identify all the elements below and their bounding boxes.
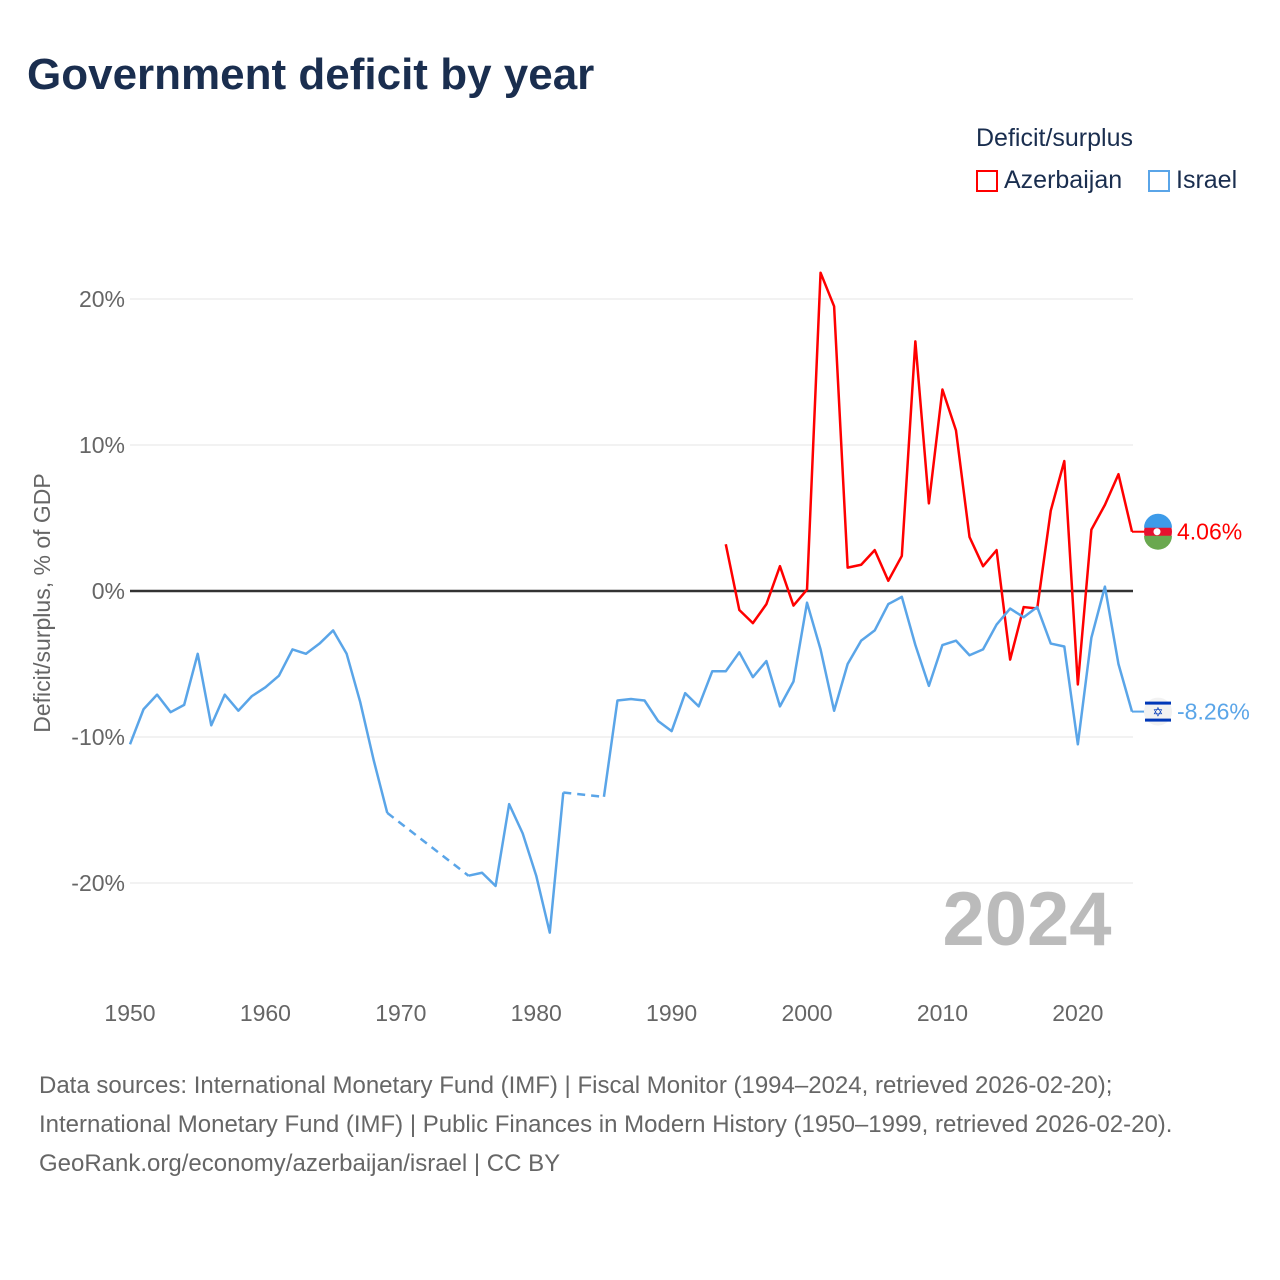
series-line-azerbaijan (724, 271, 1134, 686)
legend-swatch (1148, 169, 1170, 192)
legend-label: Israel (1176, 166, 1238, 194)
legend-label: Azerbaijan (1004, 166, 1123, 194)
series-line-israel (602, 585, 1134, 798)
data-sources: Data sources: International Monetary Fun… (39, 1072, 1173, 1138)
star-of-david-icon: ✡ (1153, 706, 1164, 721)
y-tick-label: -20% (71, 870, 125, 896)
x-tick-label: 1980 (511, 1000, 562, 1026)
y-tick-label: 20% (79, 286, 125, 312)
flag-stripe (1145, 701, 1171, 705)
flag-crescent (1153, 528, 1161, 536)
x-tick-label: 2000 (781, 1000, 832, 1026)
legend-item-israel[interactable]: Israel (1148, 166, 1237, 195)
flag-stripe (1144, 535, 1172, 550)
x-tick-label: 1950 (104, 1000, 155, 1026)
chart-title: Government deficit by year (27, 50, 595, 99)
series-gap-israel (563, 791, 605, 799)
y-tick-label: 10% (79, 432, 125, 458)
legend-title: Deficit/surplus (976, 124, 1133, 152)
end-value-label: 4.06% (1177, 519, 1242, 545)
x-tick-label: 1960 (240, 1000, 291, 1026)
end-value-label: -8.26% (1177, 699, 1250, 725)
y-tick-label: -10% (71, 724, 125, 750)
x-tick-label: 1970 (375, 1000, 426, 1026)
flag-stripe (1145, 718, 1171, 722)
x-tick-label: 2010 (917, 1000, 968, 1026)
y-axis-label: Deficit/surplus, % of GDP (29, 473, 55, 732)
series-gap-israel (386, 811, 470, 877)
y-tick-label: 0% (92, 578, 125, 604)
line-chart: 20% 10% 0% -10% -20% 1950 1960 1970 1980 1990 2000… (29, 271, 1250, 1026)
legend-swatch (976, 169, 998, 192)
footer: Data sources: International Monetary Fun… (39, 1066, 1239, 1183)
flag-stripe (1144, 513, 1172, 528)
x-tick-label: 2020 (1052, 1000, 1103, 1026)
series-line-israel (128, 629, 389, 814)
x-tick-label: 1990 (646, 1000, 697, 1026)
legend-item-azerbaijan[interactable]: Azerbaijan (976, 166, 1122, 195)
credit-link[interactable]: GeoRank.org/economy/azerbaijan/israel | … (39, 1150, 561, 1177)
year-watermark: 2024 (942, 877, 1111, 962)
series-line-israel (468, 792, 565, 934)
